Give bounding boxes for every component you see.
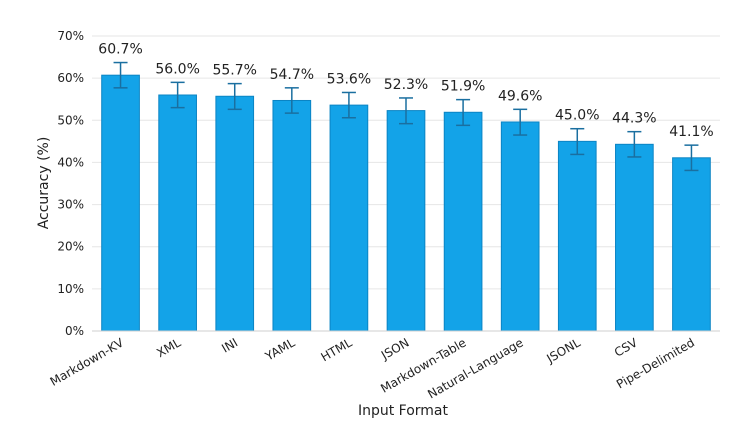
error-bar — [284, 87, 299, 114]
data-label: 45.0% — [555, 108, 599, 124]
bar-csv — [615, 143, 654, 332]
bar-natural-language — [500, 121, 540, 332]
error-bar — [627, 130, 642, 158]
bar-markdown-kv — [101, 74, 140, 332]
error-bars — [113, 61, 699, 172]
data-label: 55.7% — [212, 63, 256, 79]
data-label: 49.6% — [498, 88, 542, 104]
y-tick-label: 70% — [57, 29, 84, 43]
data-label: 41.1% — [669, 124, 713, 140]
bar-html — [329, 104, 369, 332]
x-tick-label: Markdown-KV — [48, 335, 127, 389]
error-bar — [456, 98, 471, 127]
y-tick-label: 0% — [65, 324, 84, 338]
x-tick-label: JSON — [378, 335, 411, 362]
data-label: 52.3% — [384, 77, 428, 93]
error-bar — [570, 127, 585, 156]
bar-json — [386, 110, 426, 332]
y-tick-label: 50% — [57, 113, 84, 127]
y-tick-label: 40% — [57, 155, 84, 169]
data-label: 60.7% — [98, 42, 142, 58]
error-bar — [113, 61, 128, 89]
x-tick-label: JSONL — [543, 335, 583, 366]
error-bar — [227, 82, 242, 111]
data-label: 56.0% — [155, 61, 199, 77]
bar-jsonl — [557, 140, 597, 332]
x-axis-ticks: Markdown-KV XML INI YAML HTML JSONMarkdown-Ta… — [48, 335, 697, 401]
data-label: 44.3% — [612, 111, 656, 127]
bar-yaml — [272, 99, 312, 332]
y-axis-ticks: 0% 10% 20% 30% 40% 50% 60% 70% — [57, 29, 84, 338]
x-tick-label: XML — [154, 335, 183, 360]
y-axis-title: Accuracy (%) — [36, 137, 52, 230]
error-bar — [684, 144, 699, 172]
x-tick-label: HTML — [318, 335, 354, 364]
data-label: 54.7% — [270, 67, 314, 83]
bar-markdown-table — [443, 111, 483, 332]
data-label: 53.6% — [327, 71, 371, 87]
y-tick-label: 60% — [57, 71, 84, 85]
bars — [101, 74, 711, 332]
data-label: 51.9% — [441, 79, 485, 95]
x-tick-label: INI — [219, 335, 240, 355]
error-bar — [170, 81, 185, 109]
y-tick-label: 30% — [57, 198, 84, 212]
bar-ini — [215, 95, 255, 332]
x-tick-label: Natural-Language — [425, 335, 525, 401]
y-tick-label: 20% — [57, 240, 84, 254]
bar-pipe-delimited — [672, 157, 711, 332]
x-axis-title: Input Format — [358, 403, 449, 419]
x-tick-label: YAML — [262, 335, 298, 364]
data-labels: 60.7% 56.0% 55.7% 54.7% 53.6% 52.3% 51.9% 49.6%… — [98, 42, 713, 141]
y-tick-label: 10% — [57, 282, 84, 296]
error-bar — [341, 91, 356, 119]
bar-xml — [158, 94, 197, 332]
error-bar — [513, 108, 528, 136]
x-tick-label: CSV — [612, 335, 641, 360]
error-bar — [399, 97, 413, 125]
